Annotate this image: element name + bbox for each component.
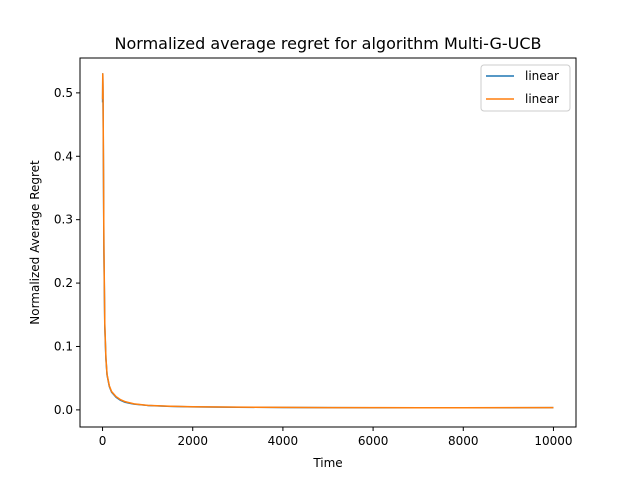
axes-frame — [79, 57, 577, 428]
x-axis: 0 2000 4000 6000 8000 10000 — [99, 427, 573, 448]
x-axis-label: Time — [312, 456, 342, 470]
series-layer — [101, 73, 554, 409]
y-tick-label: 0.2 — [54, 276, 73, 290]
chart-title: Normalized average regret for algorithm … — [115, 34, 542, 53]
plot-area — [79, 57, 577, 428]
legend: linear linear — [480, 64, 571, 112]
x-tick-label: 4000 — [268, 434, 299, 448]
y-tick-label: 0.1 — [54, 339, 73, 353]
series-line-2 — [101, 73, 554, 409]
x-tick-label: 6000 — [358, 434, 389, 448]
x-tick-label: 0 — [99, 434, 107, 448]
x-tick-label: 10000 — [534, 434, 572, 448]
x-tick-label: 2000 — [177, 434, 208, 448]
y-tick-label: 0.5 — [54, 86, 73, 100]
y-tick-label: 0.0 — [54, 403, 73, 417]
y-axis-label: Normalized Average Regret — [28, 160, 42, 325]
legend-label: linear — [525, 92, 559, 106]
x-tick-label: 8000 — [448, 434, 479, 448]
legend-label: linear — [525, 69, 559, 83]
y-tick-label: 0.3 — [54, 213, 73, 227]
y-axis: 0.0 0.1 0.2 0.3 0.4 0.5 — [54, 86, 80, 417]
y-tick-label: 0.4 — [54, 149, 73, 163]
